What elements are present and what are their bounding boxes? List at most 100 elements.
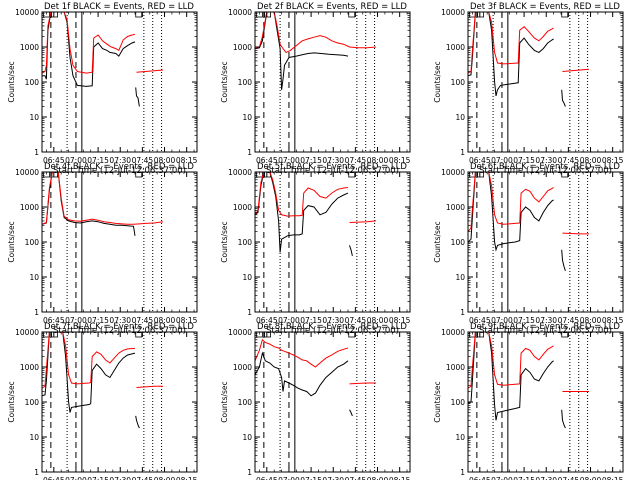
series-line-lld bbox=[468, 12, 554, 74]
panel-title: Det 5f BLACK = Events, RED = LLD bbox=[257, 162, 407, 172]
y-tick-label: 1 bbox=[460, 468, 465, 477]
series-line-events bbox=[57, 12, 136, 87]
x-tick-label: 07:00 bbox=[65, 316, 87, 325]
x-axis-label: Start Time (12-Jul-12 06:37:00) bbox=[266, 166, 399, 176]
panel-det-9f: 1 10 100 1000 10000 06:4507:0007:1507:3007:45… bbox=[433, 322, 624, 480]
x-tick-label: 07:00 bbox=[491, 476, 513, 480]
x-tick-label: 08:15 bbox=[389, 156, 411, 165]
y-tick-label: 100 bbox=[451, 78, 466, 87]
x-tick-label: 07:00 bbox=[65, 476, 87, 480]
y-tick-label: 10 bbox=[242, 273, 252, 282]
y-tick-label: 10 bbox=[455, 273, 465, 282]
y-tick-label: 100 bbox=[238, 398, 253, 407]
y-tick-label: 10000 bbox=[228, 168, 252, 177]
y-axis-label: Counts/sec bbox=[220, 221, 229, 262]
y-tick-label: 10000 bbox=[441, 168, 465, 177]
series-line-events bbox=[561, 89, 566, 107]
x-tick-label: 07:30 bbox=[535, 316, 557, 325]
y-tick-label: 100 bbox=[238, 238, 253, 247]
panel-title: Det 1f BLACK = Events, RED = LLD bbox=[44, 2, 194, 12]
x-tick-label: 08:00 bbox=[367, 316, 389, 325]
series-line-events bbox=[561, 409, 566, 429]
x-tick-label: 07:45 bbox=[558, 156, 580, 165]
x-axis-label: Start Time (12-Jul-12 06:37:00) bbox=[479, 166, 612, 176]
y-tick-label: 1000 bbox=[20, 43, 39, 52]
y-tick-label: 1 bbox=[247, 468, 252, 477]
y-axis-label: Counts/sec bbox=[7, 381, 16, 422]
y-tick-label: 1000 bbox=[20, 203, 39, 212]
y-tick-label: 10000 bbox=[228, 8, 252, 17]
y-axis-label: Counts/sec bbox=[220, 381, 229, 422]
series-line-lld bbox=[136, 69, 164, 73]
y-tick-label: 10000 bbox=[15, 328, 39, 337]
x-tick-label: 07:45 bbox=[345, 476, 367, 480]
panel-title: Det 8f BLACK = Events, RED = LLD bbox=[257, 322, 407, 332]
y-tick-label: 100 bbox=[25, 398, 40, 407]
y-tick-label: 1 bbox=[247, 148, 252, 157]
panel-title: Det 4f BLACK = Events, RED = LLD bbox=[44, 162, 194, 172]
x-tick-label: 07:00 bbox=[278, 476, 300, 480]
series-line-lld bbox=[468, 332, 554, 389]
series-line-lld bbox=[255, 172, 349, 217]
y-axis-label: Counts/sec bbox=[433, 221, 442, 262]
x-tick-label: 06:45 bbox=[256, 156, 278, 165]
x-tick-label: 07:00 bbox=[491, 156, 513, 165]
y-tick-label: 1000 bbox=[20, 363, 39, 372]
x-tick-label: 07:15 bbox=[87, 476, 109, 480]
x-tick-label: 08:00 bbox=[580, 476, 602, 480]
x-tick-label: 07:45 bbox=[132, 476, 154, 480]
x-tick-label: 06:45 bbox=[256, 476, 278, 480]
panel-det-2f: 1 10 100 1000 10000 06:45 07:00 07:15 07:30 07:45… bbox=[220, 2, 411, 176]
x-tick-label: 08:15 bbox=[389, 476, 411, 480]
x-tick-label: 07:30 bbox=[322, 156, 344, 165]
y-tick-label: 1 bbox=[34, 308, 39, 317]
y-axis-label: Counts/sec bbox=[7, 221, 16, 262]
x-tick-label: 07:00 bbox=[491, 316, 513, 325]
y-tick-label: 1000 bbox=[233, 203, 252, 212]
y-tick-label: 10 bbox=[29, 113, 39, 122]
y-tick-label: 10 bbox=[242, 433, 252, 442]
x-tick-label: 07:15 bbox=[87, 156, 109, 165]
y-tick-label: 100 bbox=[25, 78, 40, 87]
y-tick-label: 1 bbox=[34, 148, 39, 157]
x-tick-label: 07:45 bbox=[345, 316, 367, 325]
x-tick-label: 07:30 bbox=[109, 316, 131, 325]
series-line-lld bbox=[42, 172, 164, 225]
y-tick-label: 1000 bbox=[446, 363, 465, 372]
x-tick-label: 08:00 bbox=[154, 156, 176, 165]
y-tick-label: 100 bbox=[25, 238, 40, 247]
x-tick-label: 06:45 bbox=[469, 156, 491, 165]
x-tick-label: 07:00 bbox=[278, 156, 300, 165]
x-tick-label: 07:00 bbox=[65, 156, 87, 165]
x-tick-label: 08:15 bbox=[176, 476, 198, 480]
series-line-events bbox=[349, 409, 353, 417]
x-tick-label: 07:45 bbox=[345, 156, 367, 165]
x-tick-label: 07:30 bbox=[535, 476, 557, 480]
x-tick-label: 07:30 bbox=[109, 476, 131, 480]
y-tick-label: 100 bbox=[451, 238, 466, 247]
x-tick-label: 06:45 bbox=[469, 476, 491, 480]
y-axis-label: Counts/sec bbox=[220, 61, 229, 102]
y-tick-label: 1000 bbox=[446, 43, 465, 52]
panel-det-5f: 1 10 100 1000 10000 06:45 07:00 07:15 07:30 07:45… bbox=[220, 162, 411, 336]
x-axis-label: Start Time (12-Jul-12 06:37:00) bbox=[53, 326, 186, 336]
x-tick-label: 07:45 bbox=[132, 316, 154, 325]
y-tick-label: 1 bbox=[247, 308, 252, 317]
panel-det-1f: 1 10 100 1000 10000 06:45 07:00 07:15 07:30 07:45… bbox=[7, 2, 198, 176]
x-tick-label: 07:15 bbox=[513, 476, 535, 480]
y-tick-label: 10 bbox=[29, 273, 39, 282]
x-tick-label: 08:15 bbox=[602, 156, 624, 165]
series-line-events bbox=[349, 245, 353, 257]
x-tick-label: 08:15 bbox=[176, 156, 198, 165]
series-line-events bbox=[42, 332, 136, 413]
series-line-lld bbox=[349, 382, 376, 385]
x-tick-label: 06:45 bbox=[256, 316, 278, 325]
series-line-lld bbox=[562, 232, 589, 235]
x-tick-label: 08:00 bbox=[154, 476, 176, 480]
x-tick-label: 07:45 bbox=[132, 156, 154, 165]
x-axis-label: Start Time (12-Jul-12 06:37:00) bbox=[53, 166, 186, 176]
y-axis-label: Counts/sec bbox=[433, 61, 442, 102]
series-line-lld bbox=[136, 385, 163, 388]
panel-det-7f: 1 10 100 1000 10000 06:4507:0007:1507:3007:45… bbox=[7, 322, 198, 480]
